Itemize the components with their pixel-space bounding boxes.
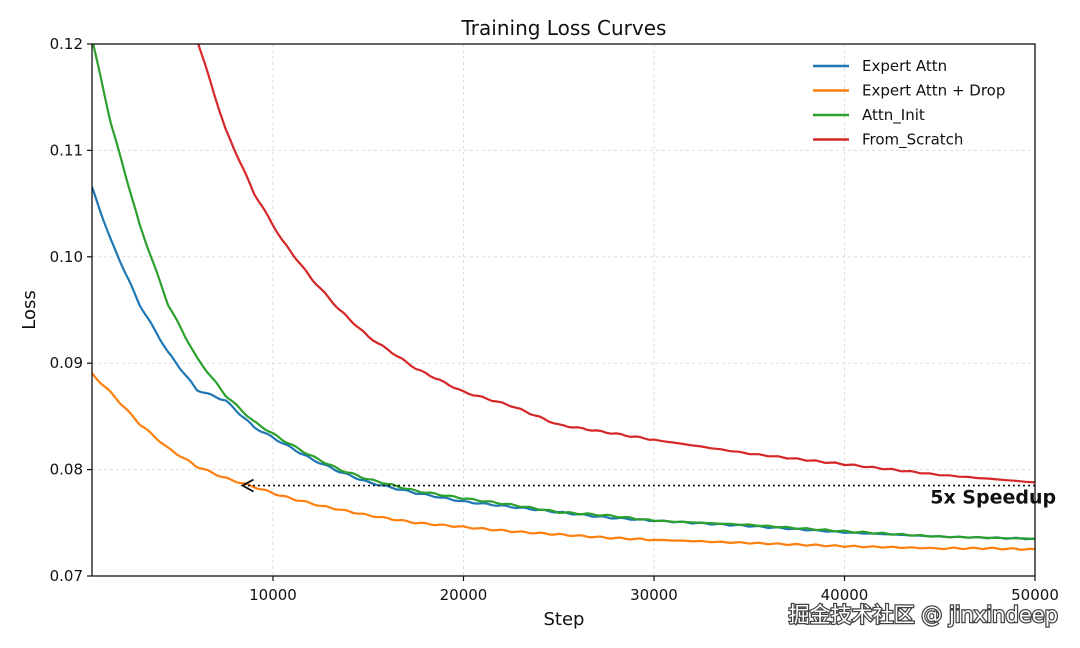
series-lines bbox=[92, 44, 1035, 551]
y-tick-label: 0.09 bbox=[50, 354, 83, 372]
x-tick-label: 50000 bbox=[1011, 586, 1059, 604]
x-tick-label: 40000 bbox=[821, 586, 869, 604]
series-line-from-scratch bbox=[197, 44, 1035, 484]
y-tick-label: 0.07 bbox=[50, 567, 83, 585]
y-axis-label: Loss bbox=[19, 290, 40, 329]
legend-label: Attn_Init bbox=[862, 106, 925, 125]
x-axis-label: Step bbox=[544, 609, 585, 630]
y-tick-label: 0.11 bbox=[50, 141, 83, 159]
legend-label: Expert Attn + Drop bbox=[862, 82, 1005, 100]
series-line-expert-attn-drop bbox=[92, 372, 1035, 551]
watermark: 掘金技术社区 @ jinxindeep bbox=[789, 603, 1058, 627]
chart-title: Training Loss Curves bbox=[461, 16, 667, 40]
x-tick-label: 20000 bbox=[440, 586, 488, 604]
axis-ticks: 10000 20000 30000 40000 50000 0.07 0.08 0.09 0.1… bbox=[50, 35, 1059, 604]
y-tick-label: 0.10 bbox=[50, 248, 83, 266]
annotation: 5x Speedup bbox=[240, 478, 1056, 509]
speedup-label: 5x Speedup bbox=[930, 487, 1056, 509]
legend: Expert Attn Expert Attn + Drop Attn_Init Fr… bbox=[813, 57, 1005, 150]
series-line-attn-init bbox=[92, 44, 1035, 540]
x-tick-label: 10000 bbox=[249, 586, 297, 604]
speedup-arrow-head bbox=[240, 478, 254, 493]
legend-label: Expert Attn bbox=[862, 57, 947, 75]
y-tick-label: 0.12 bbox=[50, 35, 83, 53]
x-tick-label: 30000 bbox=[630, 586, 678, 604]
y-tick-label: 0.08 bbox=[50, 461, 83, 479]
plot-frame bbox=[91, 43, 1036, 577]
legend-label: From_Scratch bbox=[862, 131, 963, 150]
